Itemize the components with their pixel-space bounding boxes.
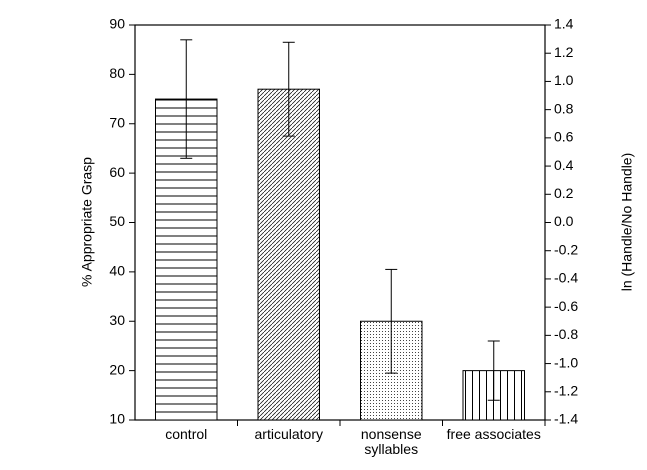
error-bar (487, 340, 500, 401)
y2-tick-label: 0.6 (554, 129, 574, 145)
y2-tick-label: -0.2 (554, 241, 578, 257)
y2-tick-label: 0.0 (554, 213, 574, 229)
y-tick-label: 50 (109, 213, 125, 229)
error-bar (385, 268, 398, 374)
y-tick-label: 80 (109, 65, 125, 81)
y-tick-label: 70 (109, 114, 125, 130)
y2-tick-label: -0.8 (554, 326, 578, 342)
y2-tick-label: 0.4 (554, 157, 574, 173)
y-tick-label: 40 (109, 263, 125, 279)
x-tick-label: articulatory (254, 426, 323, 442)
y-tick-label: 20 (109, 361, 125, 377)
y-tick-label: 10 (109, 411, 125, 427)
y2-axis-label: ln (Handle/No Handle) (619, 153, 635, 292)
error-bar (180, 39, 193, 159)
bar (257, 88, 320, 421)
y2-tick-label: 0.2 (554, 185, 574, 201)
y2-tick-label: -0.4 (554, 270, 578, 286)
y-tick-label: 90 (109, 16, 125, 32)
error-bar (282, 41, 295, 137)
y2-tick-label: 1.0 (554, 72, 574, 88)
x-tick-label: control (165, 426, 208, 442)
y-tick-label: 30 (109, 312, 125, 328)
y2-tick-label: -0.6 (554, 298, 578, 314)
y2-tick-label: 1.2 (554, 44, 574, 60)
y-tick-label: 60 (109, 164, 125, 180)
y-axis-label: % Appropriate Grasp (79, 157, 95, 287)
x-tick-label: nonsense syllables (360, 426, 422, 457)
y2-tick-label: -1.2 (554, 382, 578, 398)
y2-tick-label: -1.4 (554, 411, 578, 427)
y2-tick-label: -1.0 (554, 354, 578, 370)
y2-tick-label: 1.4 (554, 16, 574, 32)
y2-tick-label: 0.8 (554, 100, 574, 116)
x-tick-label: free associates (446, 426, 541, 442)
